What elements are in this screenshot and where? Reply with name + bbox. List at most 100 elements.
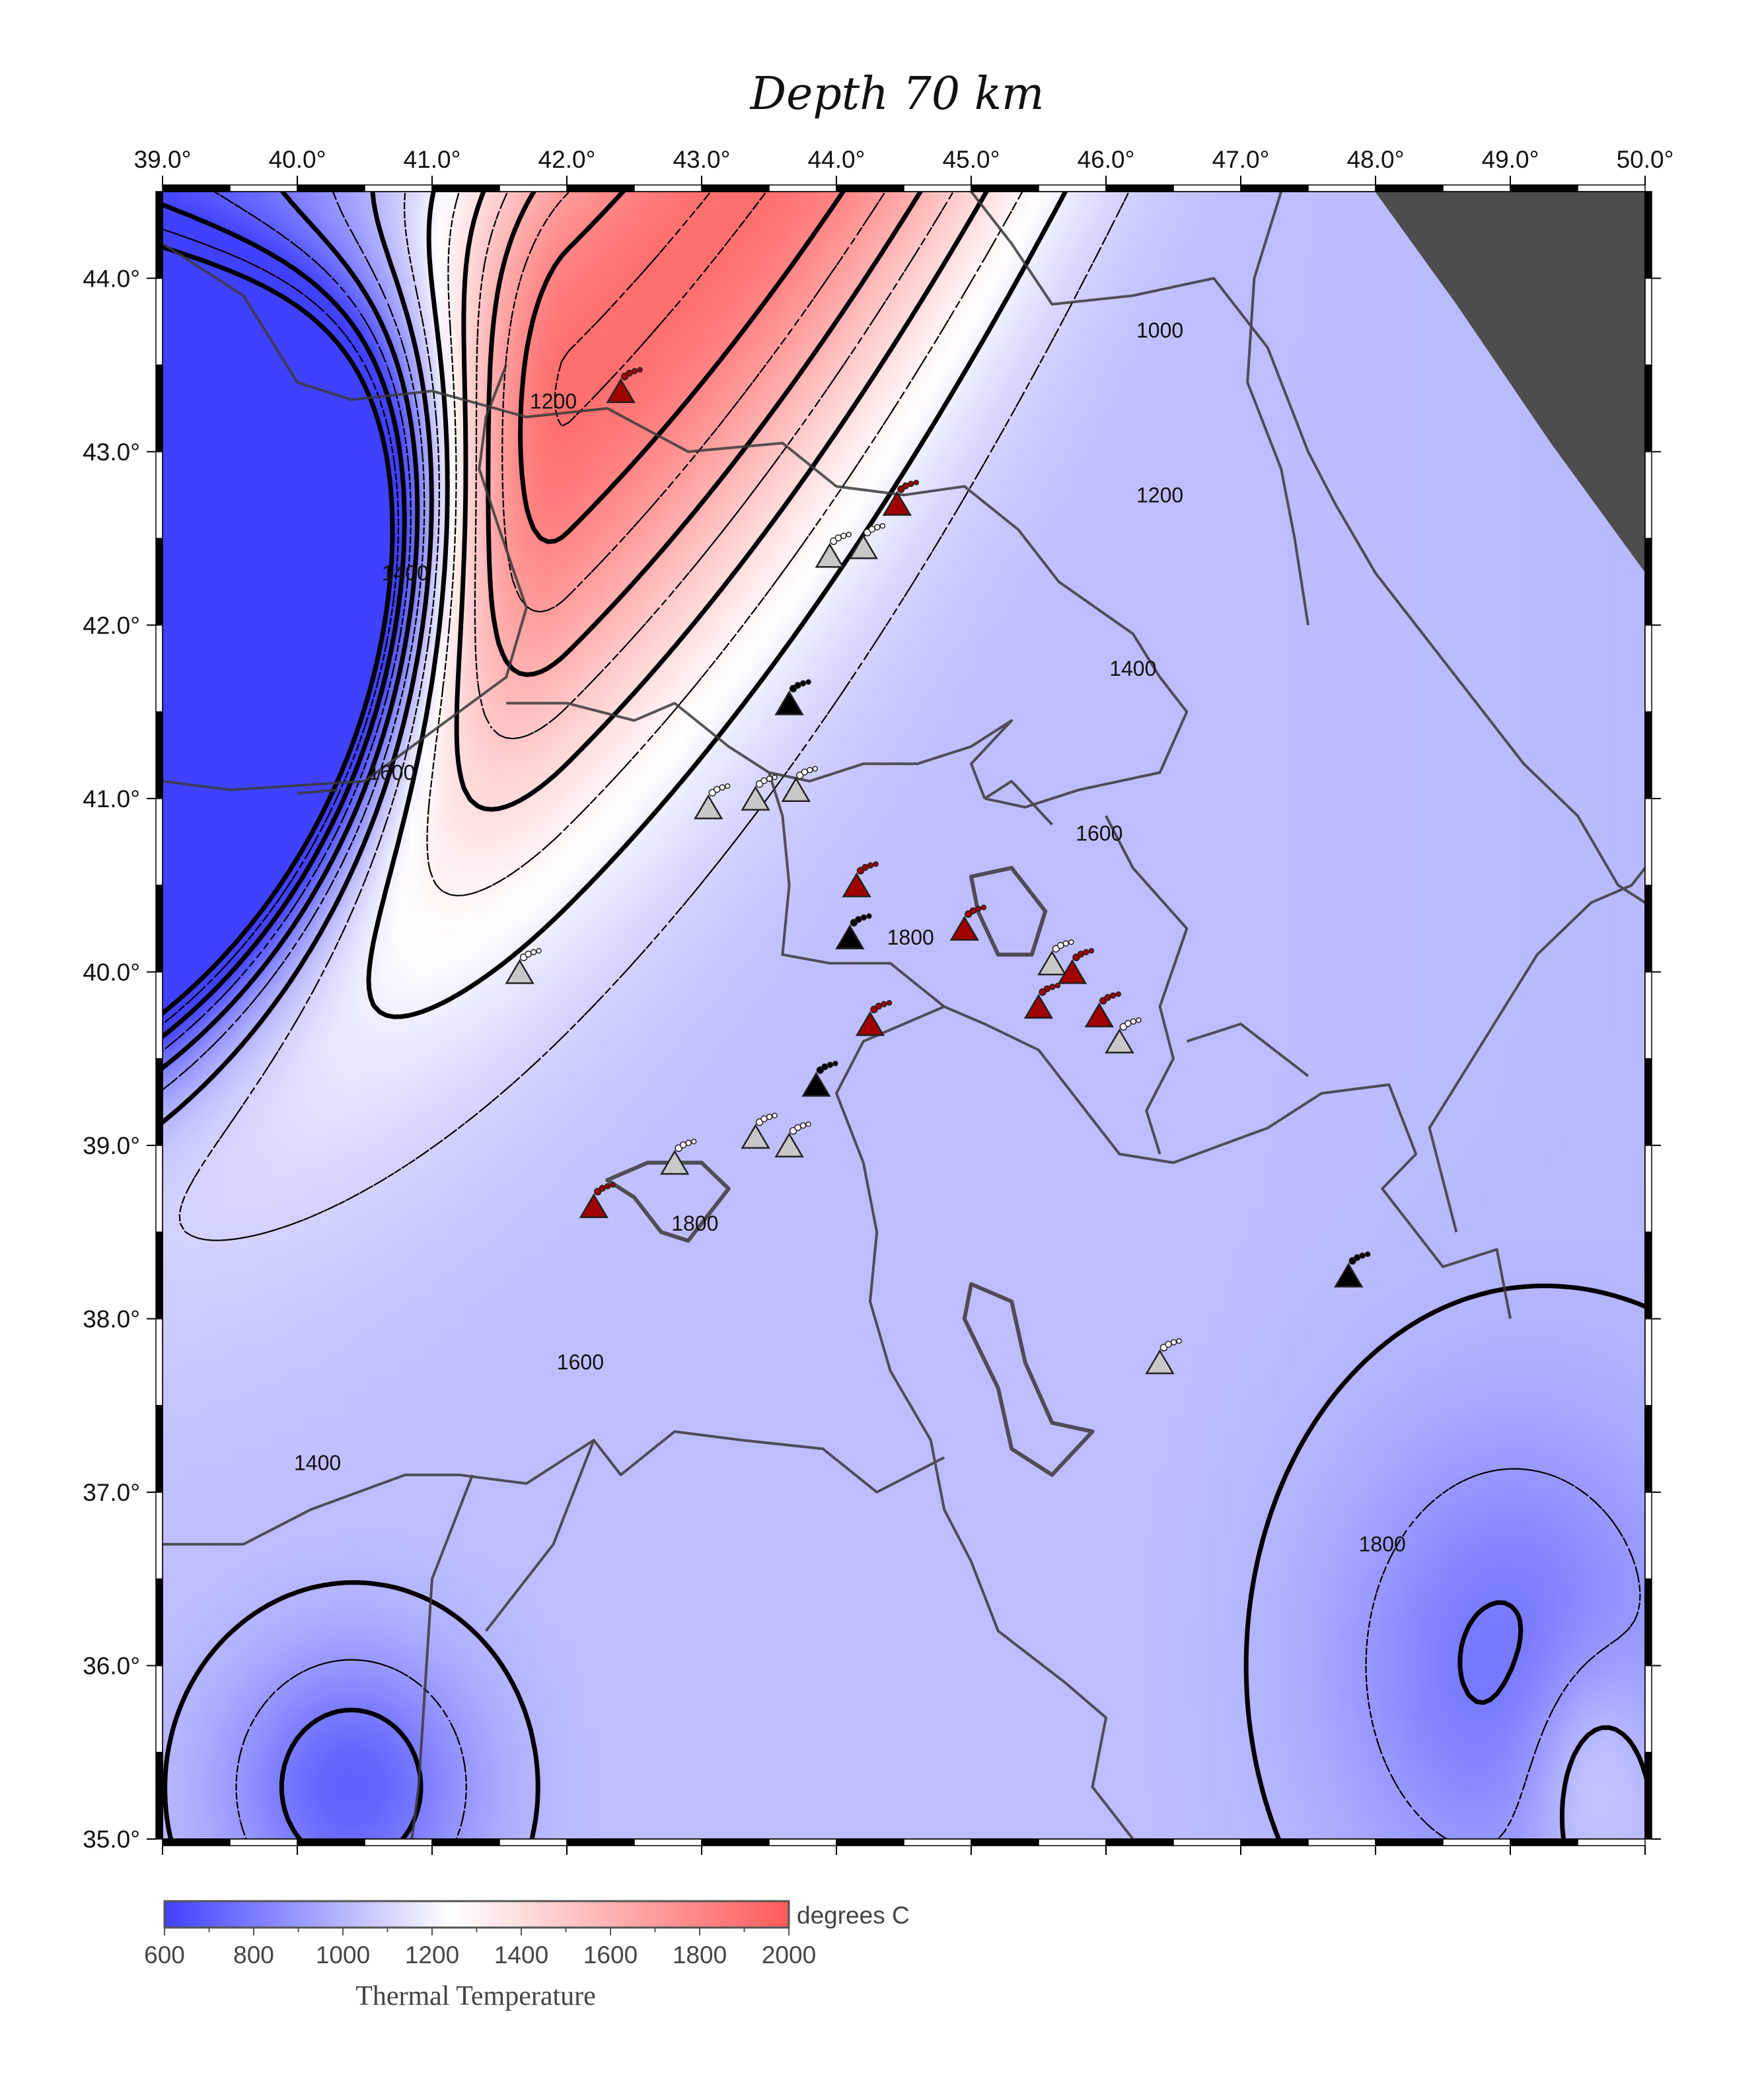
volcano-gray-icon [1037,939,1074,976]
border-line [506,702,1013,799]
volcano-gray-icon [505,948,542,984]
lat-tick-label: 36.0° [83,1652,140,1679]
colorbar-tick-label: 1600 [583,1941,638,1969]
temperature-field: 1000 1200 1200 1400 1400 1600 1600 1800 1800 1600… [163,192,1645,1839]
country-borders [163,192,1645,1839]
colorbar-ramp [163,1900,790,1929]
major-contour-1400 [454,192,990,812]
border-line [1105,815,1189,1155]
contour-labels: 1000 1200 1200 1400 1400 1600 1600 1800 1800 1600… [294,318,1406,1556]
svg-text:1400: 1400 [294,1451,341,1474]
colorbar: degrees C 600 800 1000 1200 1400 1600 1800 2000… [144,1900,910,2011]
volcano-black-icon [801,1060,838,1097]
lat-tick-label: 41.0° [83,785,140,813]
contour-label: 1000 [1136,318,1183,342]
border-line [163,364,528,791]
lat-tick-label: 39.0° [83,1132,140,1159]
volcano-red-icon [949,904,987,941]
volcano-gray-icon [815,532,852,568]
lon-tick-label: 50.0° [1617,146,1674,173]
volcano-gray-icon [1105,1017,1142,1054]
border-line [943,1005,1512,1319]
colorbar-ticks: 600 800 1000 1200 1400 1600 1800 2000 [144,1928,816,1969]
volcano-gray-icon [781,766,819,802]
svg-text:1800: 1800 [1359,1533,1406,1556]
volcano-red-icon [606,367,643,404]
contour-label: 1400 [382,561,429,585]
border-line [163,242,1189,809]
border-line [1186,1023,1309,1077]
lon-tick-label: 47.0° [1212,146,1270,173]
colorbar-tick-label: 1200 [405,1941,459,1969]
major-contour-400 [163,244,395,1017]
lake-outline [962,1282,1095,1477]
lat-tick-label: 42.0° [83,612,140,639]
lon-tick-label: 39.0° [134,146,192,173]
map-title: Depth 70 km [749,68,1045,120]
border-line [970,192,1645,904]
lon-tick-label: 41.0° [404,146,461,173]
minor-contour-900 [163,192,1641,1839]
volcano-gray-icon [848,523,886,560]
svg-text:1400: 1400 [382,561,429,585]
minor-contour-1500 [474,192,955,740]
lon-tick-label: 46.0° [1078,146,1135,173]
volcano-red-icon [1084,991,1122,1028]
border-line [1428,867,1645,1233]
major-contour-1600 [486,192,924,677]
svg-text:1400: 1400 [1109,657,1156,680]
volcano-gray-icon [694,783,731,820]
axis-tick-labels: 39.0° 40.0° 41.0° 42.0° 43.0° 44.0° 45.0° 46.0°… [83,146,1673,1853]
contour-label: 1600 [368,760,415,784]
major-contour-600 [163,202,407,1040]
minor-contour-1100 [178,192,1130,1241]
lat-tick-label: 37.0° [83,1479,140,1506]
major-contour-lines [163,192,1645,1839]
volcano-black-icon [835,913,872,950]
svg-text:1600: 1600 [557,1350,604,1374]
major-contour-800 [163,192,1524,1839]
svg-text:1800: 1800 [671,1211,718,1235]
lat-tick-label: 44.0° [83,265,140,292]
border-line [1246,192,1309,626]
svg-text:1200: 1200 [1136,483,1183,507]
volcano-gray-icon [660,1138,697,1175]
no-data-region [1375,192,1645,573]
volcano-gray-icon [741,774,778,811]
contour-label: 1600 [1076,821,1122,845]
contour-label: 1200 [530,390,577,414]
lon-tick-label: 44.0° [808,146,865,173]
contour-label: 1600 [557,1350,604,1374]
contour-label: 1400 [294,1451,341,1474]
colorbar-tick-label: 600 [144,1941,185,1969]
volcano-gray-icon [1145,1338,1182,1375]
lon-tick-label: 40.0° [269,146,326,173]
svg-text:1000: 1000 [1136,318,1183,342]
colorbar-caption: Thermal Temperature [355,1981,596,2011]
volcano-red-icon [855,999,893,1036]
minor-contour-1900 [554,192,768,427]
lake-outline [605,1161,731,1243]
colorbar-tick-label: 800 [233,1941,274,1969]
major-contour-1000 [163,192,1645,1839]
colorbar-tick-label: 1000 [316,1941,370,1969]
colorbar-tick-label: 2000 [762,1941,816,1969]
svg-text:1200: 1200 [530,390,577,414]
contour-label: 1800 [887,925,934,949]
volcano-red-icon [1023,982,1061,1019]
map-frame [147,176,1661,1855]
volcano-gray-icon [774,1121,811,1158]
major-contour-1200 [366,192,1068,1019]
lon-tick-label: 43.0° [673,146,731,173]
contour-label: 1800 [1359,1533,1406,1556]
minor-contour-lines [163,192,1641,1839]
volcano-black-icon [774,679,811,715]
border-line [410,1474,474,1839]
volcano-red-icon [1057,948,1095,984]
colorbar-tick-label: 1800 [673,1941,727,1969]
volcano-markers [505,367,1371,1375]
lat-tick-label: 38.0° [83,1305,140,1332]
volcano-gray-icon [741,1112,778,1149]
volcano-red-icon [579,1182,616,1219]
